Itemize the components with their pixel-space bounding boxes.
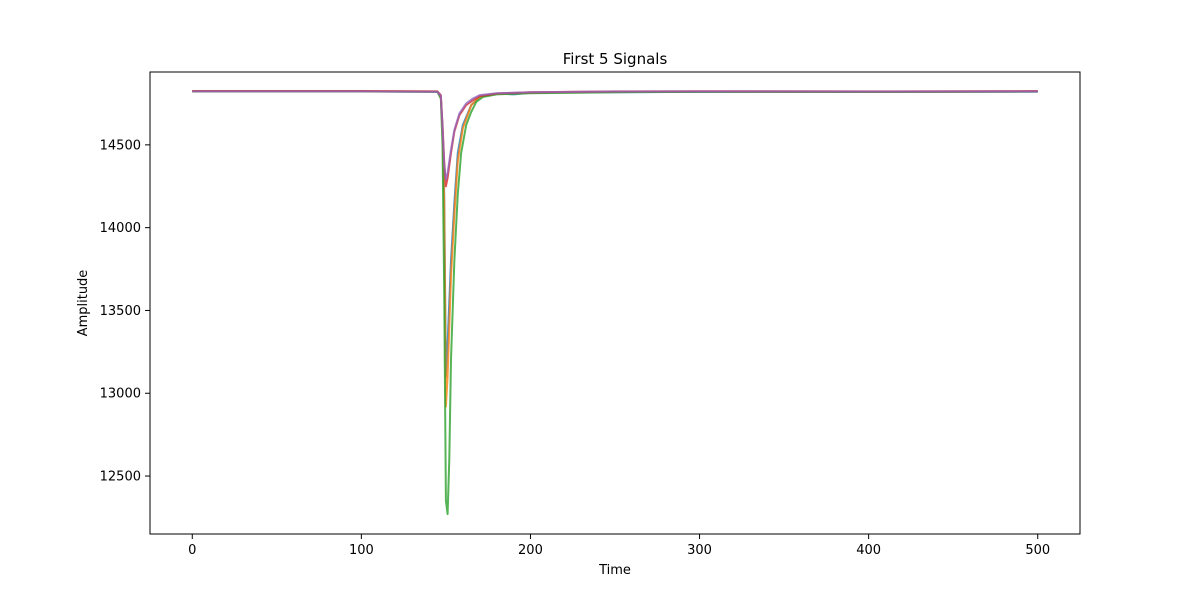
x-tick-label: 100 [349,543,374,558]
series-line-3 [192,90,1038,516]
series-line-1 [192,90,1038,378]
x-tick-label: 0 [188,543,196,558]
x-tick-label: 300 [687,543,712,558]
plot-area [149,71,1081,535]
x-axis: 0 100 200 300 400 500 [188,534,1050,558]
y-axis: 12500 13000 13500 14000 14500 [100,138,150,485]
x-tick-label: 400 [856,543,881,558]
series-layer [192,90,1038,516]
chart-title: First 5 Signals [563,50,668,68]
y-tick-label: 13500 [100,304,141,319]
series-line-5 [192,90,1038,181]
series-line-4 [192,90,1038,188]
series-line-2 [192,90,1038,408]
y-tick-label: 14500 [100,138,141,153]
y-tick-label: 12500 [100,470,141,485]
x-axis-label: Time [598,563,631,578]
x-tick-label: 500 [1025,543,1050,558]
y-tick-label: 13000 [100,387,141,402]
y-tick-label: 14000 [100,221,141,236]
y-axis-label: Amplitude [76,270,91,337]
x-tick-label: 200 [518,543,543,558]
